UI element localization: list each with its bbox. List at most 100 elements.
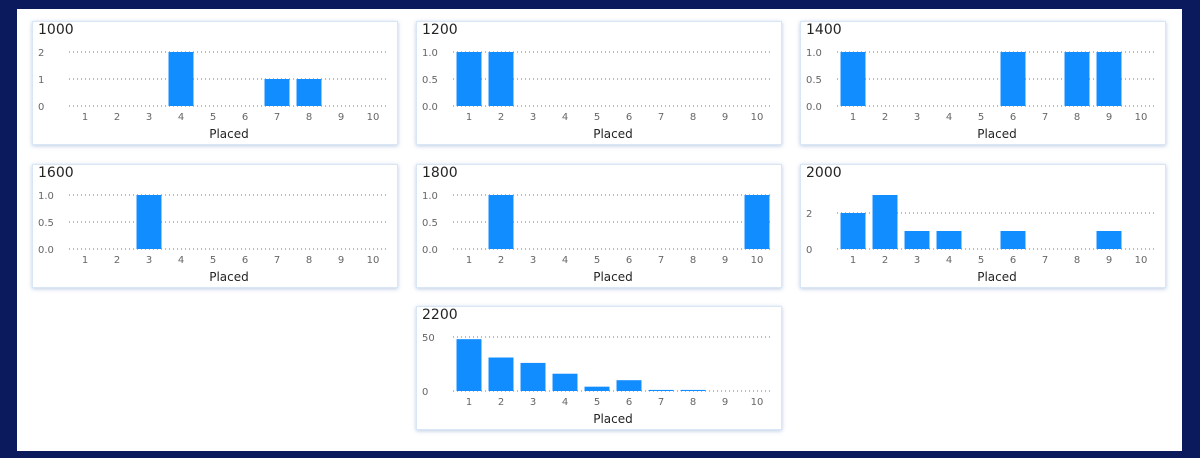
bar-chart-svg: 0 1 2 1 2 3 4 5 6 7 8 9 10 Placed bbox=[38, 48, 389, 141]
bar-chart-svg: 0.0 0.5 1.0 1 2 3 4 5 6 7 8 9 10 Placed bbox=[422, 191, 773, 284]
bar-9 bbox=[1096, 52, 1122, 106]
y-tick-label: 0.5 bbox=[806, 75, 822, 86]
chart-title: 1600 bbox=[38, 165, 74, 181]
bar-8 bbox=[680, 389, 706, 391]
bar-2 bbox=[488, 357, 514, 391]
x-tick-label: 4 bbox=[946, 255, 952, 266]
y-tick-label: 0.5 bbox=[38, 218, 54, 229]
x-tick-label: 5 bbox=[978, 255, 984, 266]
bar-4 bbox=[552, 373, 578, 391]
x-axis-label: Placed bbox=[593, 412, 633, 426]
bar-4 bbox=[168, 52, 194, 106]
y-tick-label: 0.0 bbox=[422, 245, 438, 256]
y-tick-label: 0.0 bbox=[806, 102, 822, 113]
x-tick-label: 1 bbox=[466, 255, 472, 266]
chart-card-1400[interactable]: 1400 0.0 0.5 1.0 1 2 3 4 5 6 7 8 9 10 Placed bbox=[800, 21, 1166, 145]
chart-title: 1400 bbox=[806, 22, 842, 38]
chart-card-1200[interactable]: 1200 0.0 0.5 1.0 1 2 3 4 5 6 7 8 9 10 Placed bbox=[416, 21, 782, 145]
bar-2 bbox=[488, 52, 514, 106]
x-tick-label: 6 bbox=[626, 255, 632, 266]
chart-card-1000[interactable]: 1000 0 1 2 1 2 3 4 5 6 7 8 9 10 Placed bbox=[32, 21, 398, 145]
x-tick-label: 1 bbox=[466, 112, 472, 123]
x-tick-label: 5 bbox=[978, 112, 984, 123]
x-tick-label: 3 bbox=[530, 112, 536, 123]
y-tick-label: 1 bbox=[38, 75, 44, 86]
bar-7 bbox=[264, 79, 290, 106]
bar-6 bbox=[1000, 231, 1026, 249]
bar-chart-svg: 0.0 0.5 1.0 1 2 3 4 5 6 7 8 9 10 Placed bbox=[806, 48, 1157, 141]
bar-2 bbox=[872, 195, 898, 249]
x-tick-label: 4 bbox=[178, 255, 184, 266]
x-tick-label: 10 bbox=[367, 112, 380, 123]
x-tick-label: 4 bbox=[562, 112, 568, 123]
chart-title: 2200 bbox=[422, 307, 458, 323]
x-tick-label: 7 bbox=[658, 397, 664, 408]
y-tick-label: 0.0 bbox=[38, 245, 54, 256]
x-axis-label: Placed bbox=[209, 127, 249, 141]
x-tick-label: 1 bbox=[82, 255, 88, 266]
x-tick-label: 6 bbox=[626, 112, 632, 123]
bar-6 bbox=[616, 380, 642, 391]
x-tick-label: 10 bbox=[1135, 112, 1148, 123]
x-tick-label: 8 bbox=[1074, 255, 1080, 266]
bar-chart-svg: 0 50 1 2 3 4 5 6 7 8 9 10 Placed bbox=[422, 333, 773, 426]
x-tick-label: 9 bbox=[722, 397, 728, 408]
y-tick-label: 2 bbox=[38, 48, 44, 59]
x-tick-label: 10 bbox=[751, 397, 764, 408]
report-canvas: 1000 0 1 2 1 2 3 4 5 6 7 8 9 10 Placed 1200 0.0 0.5 1.0… bbox=[17, 9, 1182, 451]
chart-title: 1800 bbox=[422, 165, 458, 181]
chart-card-1800[interactable]: 1800 0.0 0.5 1.0 1 2 3 4 5 6 7 8 9 10 Placed bbox=[416, 164, 782, 288]
bar-9 bbox=[1096, 231, 1122, 249]
x-axis-label: Placed bbox=[977, 127, 1017, 141]
x-axis-label: Placed bbox=[593, 127, 633, 141]
x-tick-label: 8 bbox=[306, 255, 312, 266]
x-tick-label: 7 bbox=[1042, 255, 1048, 266]
bar-4 bbox=[936, 231, 962, 249]
x-tick-label: 3 bbox=[146, 255, 152, 266]
bar-1 bbox=[840, 213, 866, 249]
bar-7 bbox=[648, 389, 674, 391]
chart-card-2000[interactable]: 2000 0 2 1 2 3 4 5 6 7 8 9 10 Placed bbox=[800, 164, 1166, 288]
bar-1 bbox=[456, 52, 482, 106]
x-tick-label: 6 bbox=[626, 397, 632, 408]
x-tick-label: 1 bbox=[466, 397, 472, 408]
y-tick-label: 1.0 bbox=[806, 48, 822, 59]
bar-8 bbox=[1064, 52, 1090, 106]
x-tick-label: 4 bbox=[946, 112, 952, 123]
bar-2 bbox=[488, 195, 514, 249]
y-tick-label: 1.0 bbox=[422, 191, 438, 202]
x-tick-label: 8 bbox=[690, 397, 696, 408]
bar-chart-svg: 0.0 0.5 1.0 1 2 3 4 5 6 7 8 9 10 Placed bbox=[422, 48, 773, 141]
y-tick-label: 0 bbox=[806, 245, 812, 256]
chart-card-1600[interactable]: 1600 0.0 0.5 1.0 1 2 3 4 5 6 7 8 9 10 Placed bbox=[32, 164, 398, 288]
bar-10 bbox=[744, 195, 770, 249]
x-tick-label: 10 bbox=[1135, 255, 1148, 266]
x-tick-label: 5 bbox=[594, 255, 600, 266]
x-tick-label: 7 bbox=[1042, 112, 1048, 123]
y-tick-label: 50 bbox=[422, 333, 435, 344]
x-tick-label: 6 bbox=[1010, 255, 1016, 266]
x-tick-label: 2 bbox=[882, 255, 888, 266]
x-tick-label: 2 bbox=[114, 255, 120, 266]
bar-1 bbox=[840, 52, 866, 106]
x-tick-label: 3 bbox=[530, 397, 536, 408]
x-tick-label: 9 bbox=[338, 112, 344, 123]
x-tick-label: 5 bbox=[594, 397, 600, 408]
bar-chart-svg: 0.0 0.5 1.0 1 2 3 4 5 6 7 8 9 10 Placed bbox=[38, 191, 389, 284]
x-tick-label: 8 bbox=[690, 112, 696, 123]
x-tick-label: 9 bbox=[1106, 255, 1112, 266]
x-axis-label: Placed bbox=[593, 270, 633, 284]
x-tick-label: 7 bbox=[658, 255, 664, 266]
chart-card-2200[interactable]: 2200 0 50 1 2 3 4 5 6 7 8 9 10 Placed bbox=[416, 306, 782, 430]
x-tick-label: 1 bbox=[82, 112, 88, 123]
x-tick-label: 6 bbox=[242, 255, 248, 266]
x-tick-label: 3 bbox=[146, 112, 152, 123]
x-tick-label: 9 bbox=[722, 112, 728, 123]
x-tick-label: 3 bbox=[914, 255, 920, 266]
x-tick-label: 6 bbox=[1010, 112, 1016, 123]
y-tick-label: 1.0 bbox=[422, 48, 438, 59]
x-tick-label: 4 bbox=[562, 255, 568, 266]
x-tick-label: 7 bbox=[274, 255, 280, 266]
x-tick-label: 3 bbox=[530, 255, 536, 266]
